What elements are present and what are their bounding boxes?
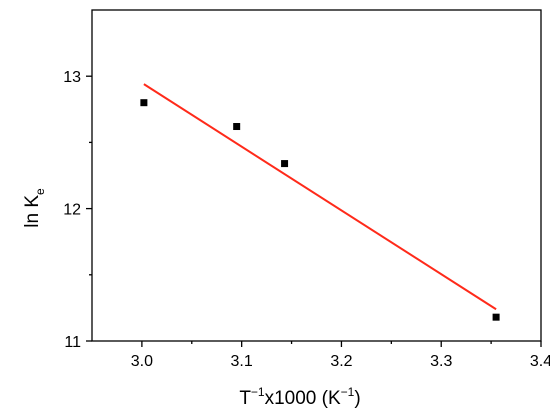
- x-tick-label: 3.2: [330, 353, 352, 370]
- data-point: [492, 313, 500, 321]
- series-layer: [140, 83, 500, 321]
- data-point: [233, 123, 241, 131]
- y-tick-label: 12: [63, 202, 81, 219]
- x-tick-label: 3.0: [131, 353, 153, 370]
- y-axis-title: ln Ke: [22, 188, 47, 228]
- fit-line: [143, 83, 497, 311]
- x-axis-title: T−1x1000 (K−1): [239, 385, 360, 409]
- y-axis: 11 12 13: [63, 69, 92, 351]
- data-point: [281, 160, 289, 168]
- y-tick-label: 13: [63, 69, 81, 86]
- plot-area: [91, 9, 542, 342]
- plot-border: [91, 9, 542, 342]
- data-point: [140, 99, 148, 107]
- x-axis: 3.0 3.1 3.2 3.3 3.4: [131, 341, 550, 370]
- y-tick-label: 11: [64, 334, 81, 351]
- x-tick-label: 3.4: [530, 353, 550, 370]
- x-tick-label: 3.3: [430, 353, 452, 370]
- x-tick-label: 3.1: [231, 353, 253, 370]
